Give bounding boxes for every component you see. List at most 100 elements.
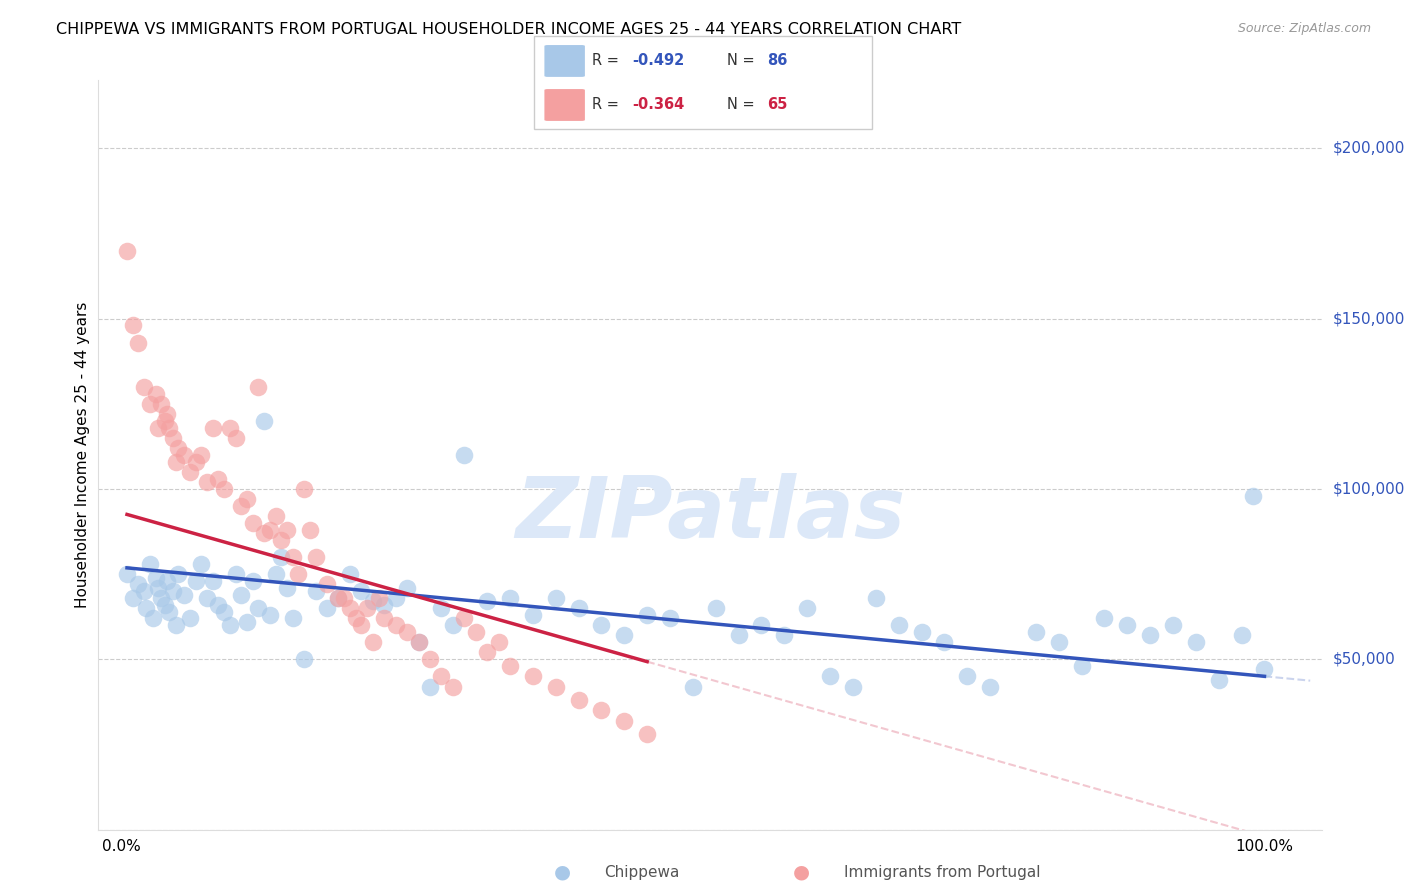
Point bbox=[153, 414, 176, 428]
Point bbox=[328, 591, 350, 605]
Point bbox=[184, 455, 207, 469]
Point bbox=[613, 628, 636, 642]
Point bbox=[384, 591, 406, 605]
Point bbox=[162, 584, 184, 599]
Text: CHIPPEWA VS IMMIGRANTS FROM PORTUGAL HOUSEHOLDER INCOME AGES 25 - 44 YEARS CORRE: CHIPPEWA VS IMMIGRANTS FROM PORTUGAL HOU… bbox=[56, 22, 962, 37]
Point bbox=[408, 635, 430, 649]
Point bbox=[408, 635, 430, 649]
Point bbox=[287, 567, 309, 582]
Point bbox=[1241, 489, 1264, 503]
Point bbox=[292, 652, 315, 666]
Point bbox=[145, 570, 167, 584]
Point bbox=[115, 567, 138, 582]
Point bbox=[165, 455, 187, 469]
Point bbox=[225, 431, 247, 445]
Point bbox=[1230, 628, 1253, 642]
Text: Immigrants from Portugal: Immigrants from Portugal bbox=[844, 865, 1040, 880]
Point bbox=[184, 574, 207, 588]
Point bbox=[156, 574, 179, 588]
Point bbox=[247, 601, 270, 615]
Point bbox=[522, 607, 544, 622]
Point bbox=[179, 465, 201, 479]
Point bbox=[887, 618, 910, 632]
Point bbox=[150, 591, 173, 605]
Point bbox=[979, 680, 1001, 694]
Text: 86: 86 bbox=[768, 54, 787, 69]
Point bbox=[212, 482, 235, 496]
Point bbox=[121, 318, 143, 333]
Point bbox=[441, 680, 464, 694]
Point bbox=[361, 594, 384, 608]
Text: 65: 65 bbox=[768, 96, 787, 112]
Text: $150,000: $150,000 bbox=[1333, 311, 1405, 326]
Point bbox=[441, 618, 464, 632]
Point bbox=[195, 475, 218, 490]
Point bbox=[499, 591, 522, 605]
Point bbox=[910, 625, 932, 640]
Text: N =: N = bbox=[727, 54, 754, 69]
Point bbox=[304, 550, 326, 565]
Point bbox=[292, 482, 315, 496]
Point bbox=[157, 420, 180, 434]
Text: $100,000: $100,000 bbox=[1333, 482, 1405, 497]
Point bbox=[1094, 611, 1116, 625]
Point bbox=[207, 472, 229, 486]
Point bbox=[1025, 625, 1047, 640]
Point bbox=[1161, 618, 1184, 632]
Point bbox=[201, 574, 224, 588]
Point bbox=[1139, 628, 1161, 642]
Point bbox=[242, 574, 264, 588]
Point bbox=[242, 516, 264, 530]
Point bbox=[173, 588, 195, 602]
Point bbox=[316, 601, 339, 615]
Point bbox=[1116, 618, 1139, 632]
Text: R =: R = bbox=[592, 96, 619, 112]
Point bbox=[219, 618, 242, 632]
Text: Source: ZipAtlas.com: Source: ZipAtlas.com bbox=[1237, 22, 1371, 36]
Point bbox=[396, 625, 419, 640]
Point bbox=[156, 407, 179, 421]
Point bbox=[704, 601, 727, 615]
Text: -0.364: -0.364 bbox=[633, 96, 685, 112]
Point bbox=[219, 420, 242, 434]
Point bbox=[276, 523, 298, 537]
Point bbox=[207, 598, 229, 612]
Text: -0.492: -0.492 bbox=[633, 54, 685, 69]
Point bbox=[253, 414, 276, 428]
Y-axis label: Householder Income Ages 25 - 44 years: Householder Income Ages 25 - 44 years bbox=[75, 301, 90, 608]
Point bbox=[162, 431, 184, 445]
Point bbox=[231, 588, 253, 602]
Text: N =: N = bbox=[727, 96, 754, 112]
Point bbox=[190, 448, 212, 462]
Point bbox=[453, 611, 475, 625]
Point bbox=[475, 645, 498, 659]
Point bbox=[167, 441, 190, 455]
Point bbox=[225, 567, 247, 582]
Point bbox=[499, 659, 522, 673]
Point bbox=[264, 567, 287, 582]
Point bbox=[636, 727, 658, 741]
Point bbox=[328, 591, 350, 605]
Point bbox=[339, 601, 361, 615]
Point bbox=[231, 499, 253, 513]
Point bbox=[247, 380, 270, 394]
Point bbox=[281, 611, 304, 625]
Point bbox=[298, 523, 321, 537]
Point bbox=[236, 492, 259, 507]
Point bbox=[430, 601, 453, 615]
Point bbox=[146, 581, 169, 595]
Point bbox=[373, 598, 395, 612]
Point bbox=[145, 386, 167, 401]
Point bbox=[544, 680, 567, 694]
Point bbox=[195, 591, 218, 605]
Point bbox=[344, 611, 367, 625]
Point bbox=[567, 601, 589, 615]
Point bbox=[127, 335, 149, 350]
Point bbox=[956, 669, 979, 683]
Point bbox=[276, 581, 298, 595]
Point bbox=[430, 669, 453, 683]
Point bbox=[842, 680, 865, 694]
Point bbox=[591, 618, 613, 632]
Point bbox=[659, 611, 682, 625]
Point bbox=[139, 557, 162, 571]
